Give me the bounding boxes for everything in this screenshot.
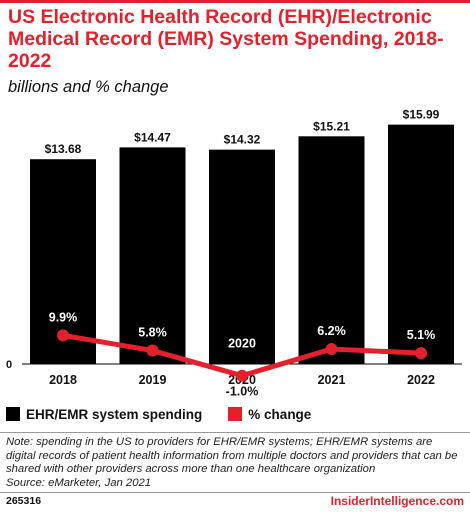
change-label-2020: -1.0% — [226, 385, 259, 399]
x-tick-2019: 2019 — [139, 373, 167, 387]
source-text: Source: eMarketer, Jan 2021 — [6, 476, 152, 489]
bar-label-2019: $14.47 — [134, 130, 171, 144]
note-text: Note: spending in the US to providers fo… — [6, 436, 458, 475]
legend-label-spending: EHR/EMR system spending — [26, 406, 203, 422]
chart-legend: EHR/EMR system spending % change — [6, 404, 337, 424]
change-label-2018: 9.9% — [49, 310, 78, 324]
brand-logo[interactable]: InsiderIntelligence.com — [330, 494, 464, 508]
chart-note: Note: spending in the US to providers fo… — [6, 436, 464, 490]
legend-item-change: % change — [228, 407, 311, 422]
chart-subtitle: billions and % change — [8, 78, 169, 96]
change-label-2021: 6.2% — [317, 324, 346, 338]
x-tick-2021: 2021 — [318, 373, 346, 387]
change-point-2018 — [57, 329, 69, 342]
change-point-2020 — [236, 369, 248, 382]
bar-label-2022: $15.99 — [403, 108, 440, 122]
change-label-2022: 5.1% — [407, 328, 436, 342]
bar-2020 — [209, 149, 275, 364]
x-tick-2022: 2022 — [407, 373, 435, 387]
bar-2022 — [388, 124, 454, 364]
bar-2019 — [119, 147, 186, 364]
top-accent-rule — [0, 0, 470, 3]
legend-label-change: % change — [248, 406, 312, 422]
chart-title: US Electronic Health Record (EHR)/Electr… — [8, 6, 444, 72]
bar-label-2021: $15.21 — [313, 119, 350, 133]
y-axis-zero-label: 0 — [6, 359, 12, 371]
change-point-2019 — [146, 344, 159, 357]
bar-label-2018: $13.68 — [45, 142, 82, 156]
legend-swatch-spending — [6, 407, 20, 421]
bar-2021 — [298, 136, 365, 364]
bar-inner-year-label: 2020 — [228, 337, 256, 351]
legend-item-spending: EHR/EMR system spending — [6, 407, 202, 422]
change-point-2021 — [325, 343, 338, 356]
note-divider — [0, 432, 470, 433]
change-point-2022 — [415, 347, 427, 360]
change-label-2019: 5.8% — [138, 326, 167, 340]
x-tick-2018: 2018 — [49, 373, 77, 387]
chart-plot: $13.68 $14.47 $14.32 $15.21 $15.99 0 2018 2019 2… — [6, 108, 462, 399]
legend-swatch-change — [228, 407, 243, 421]
footer-divider — [0, 492, 470, 493]
bar-label-2020: $14.32 — [224, 133, 261, 147]
chart-id: 265316 — [6, 495, 42, 507]
